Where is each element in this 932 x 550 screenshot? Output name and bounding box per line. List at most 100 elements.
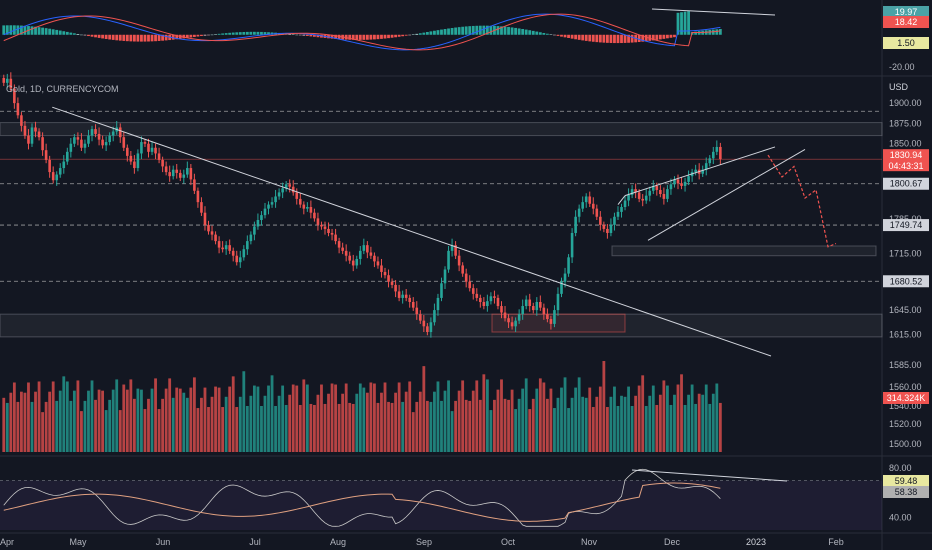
candle-body (493, 296, 496, 298)
time-tick-label: 2023 (746, 537, 766, 547)
candle-body (666, 189, 669, 199)
forecast-path (767, 154, 837, 248)
volume-tick-label: 1560.00 (889, 382, 922, 392)
volume-bar (574, 387, 578, 452)
volume-bar (270, 375, 274, 452)
candle-body (613, 216, 616, 225)
candle-body (309, 207, 313, 213)
macd-histogram-bar (373, 34, 376, 40)
candle-body (270, 202, 274, 205)
volume-bar (111, 389, 115, 452)
candle-body (514, 320, 517, 327)
volume-bar (373, 383, 376, 452)
volume-bar (482, 374, 486, 452)
volume-bar (602, 361, 606, 452)
volume-bar (175, 387, 179, 452)
volume-bar (595, 396, 599, 452)
candle-body (535, 301, 539, 311)
candle-body (193, 179, 196, 191)
macd-histogram-bar (655, 34, 659, 40)
volume-bar (284, 404, 288, 452)
macd-histogram-bar (267, 32, 270, 35)
macd-histogram-bar (305, 34, 309, 36)
volume-bar (598, 386, 602, 452)
macd-histogram-bar (260, 31, 263, 35)
volume-bar (383, 382, 387, 452)
candle-body (500, 306, 503, 313)
volume-bar (666, 385, 669, 452)
volume-bar (683, 404, 687, 452)
volume-bar (408, 381, 412, 452)
volume-bar (44, 401, 48, 452)
rsi-tick-label: 80.00 (889, 463, 912, 473)
volume-bar (475, 380, 479, 452)
candle-body (591, 203, 595, 209)
candle-body (708, 158, 712, 164)
candle-body (30, 127, 34, 144)
volume-bar (309, 403, 313, 452)
macd-histogram-bar (69, 32, 73, 35)
symbol-label: Gold, 1D, CURRENCYCOM (6, 84, 119, 94)
candle-body (489, 296, 493, 302)
candle-body (524, 299, 528, 307)
macd-histogram-bar (383, 34, 387, 39)
candle-body (369, 252, 373, 256)
candle-body (479, 297, 482, 302)
macd-histogram-bar (676, 12, 680, 35)
volume-bar (316, 394, 320, 452)
candle-body (83, 143, 87, 148)
volume-bar (436, 381, 440, 452)
volume-bar (30, 401, 34, 452)
candle-body (263, 208, 267, 216)
macd-histogram-bar (154, 34, 157, 42)
macd-histogram-bar (609, 34, 613, 43)
volume-bar (570, 397, 574, 452)
macd-histogram-bar (224, 33, 228, 35)
macd-histogram-bar (214, 34, 217, 35)
volume-bar (168, 378, 172, 452)
volume-bar (217, 387, 221, 452)
candle-body (383, 271, 387, 276)
volume-bar (563, 377, 567, 452)
time-tick-label: Apr (0, 537, 14, 547)
candle-body (521, 306, 524, 315)
volume-bar (260, 406, 263, 452)
candle-body (464, 273, 468, 282)
volume-bar (567, 408, 570, 452)
volume-bar (549, 388, 553, 452)
macd-histogram-bar (108, 34, 112, 40)
volume-bar (327, 393, 330, 452)
time-tick-label: Oct (501, 537, 516, 547)
macd-histogram-bar (415, 33, 419, 35)
macd-histogram-bar (330, 34, 334, 39)
zones (0, 122, 883, 338)
price-tick-label: 1875.00 (889, 118, 922, 128)
macd-histogram-bar (161, 34, 165, 41)
volume-bar (577, 377, 581, 452)
macd-histogram-bar (365, 34, 369, 40)
candle-body (648, 190, 652, 196)
macd-histogram-bar (90, 34, 94, 37)
volume-bar (238, 396, 242, 452)
candle-body (623, 200, 627, 208)
candle-body (284, 184, 288, 189)
macd-tick-label: -20.00 (889, 62, 915, 72)
macd-histogram-bar (436, 30, 440, 35)
macd-histogram-bar (418, 33, 422, 35)
candle-body (281, 188, 284, 193)
macd-histogram-bar (41, 27, 44, 35)
macd-histogram-bar (235, 32, 239, 35)
volume-bar (94, 399, 97, 452)
candle-body (154, 147, 157, 154)
volume-bar (609, 396, 613, 452)
macd-histogram-bar (567, 34, 570, 39)
price-tag-level-bg (883, 177, 929, 190)
macd-histogram-bar (203, 34, 207, 36)
rsi-divergence-line (631, 469, 788, 482)
volume-bar (655, 404, 659, 452)
candle-body (443, 269, 447, 284)
candle-body (673, 179, 676, 185)
candle-body (366, 245, 369, 253)
candle-body (486, 301, 489, 307)
